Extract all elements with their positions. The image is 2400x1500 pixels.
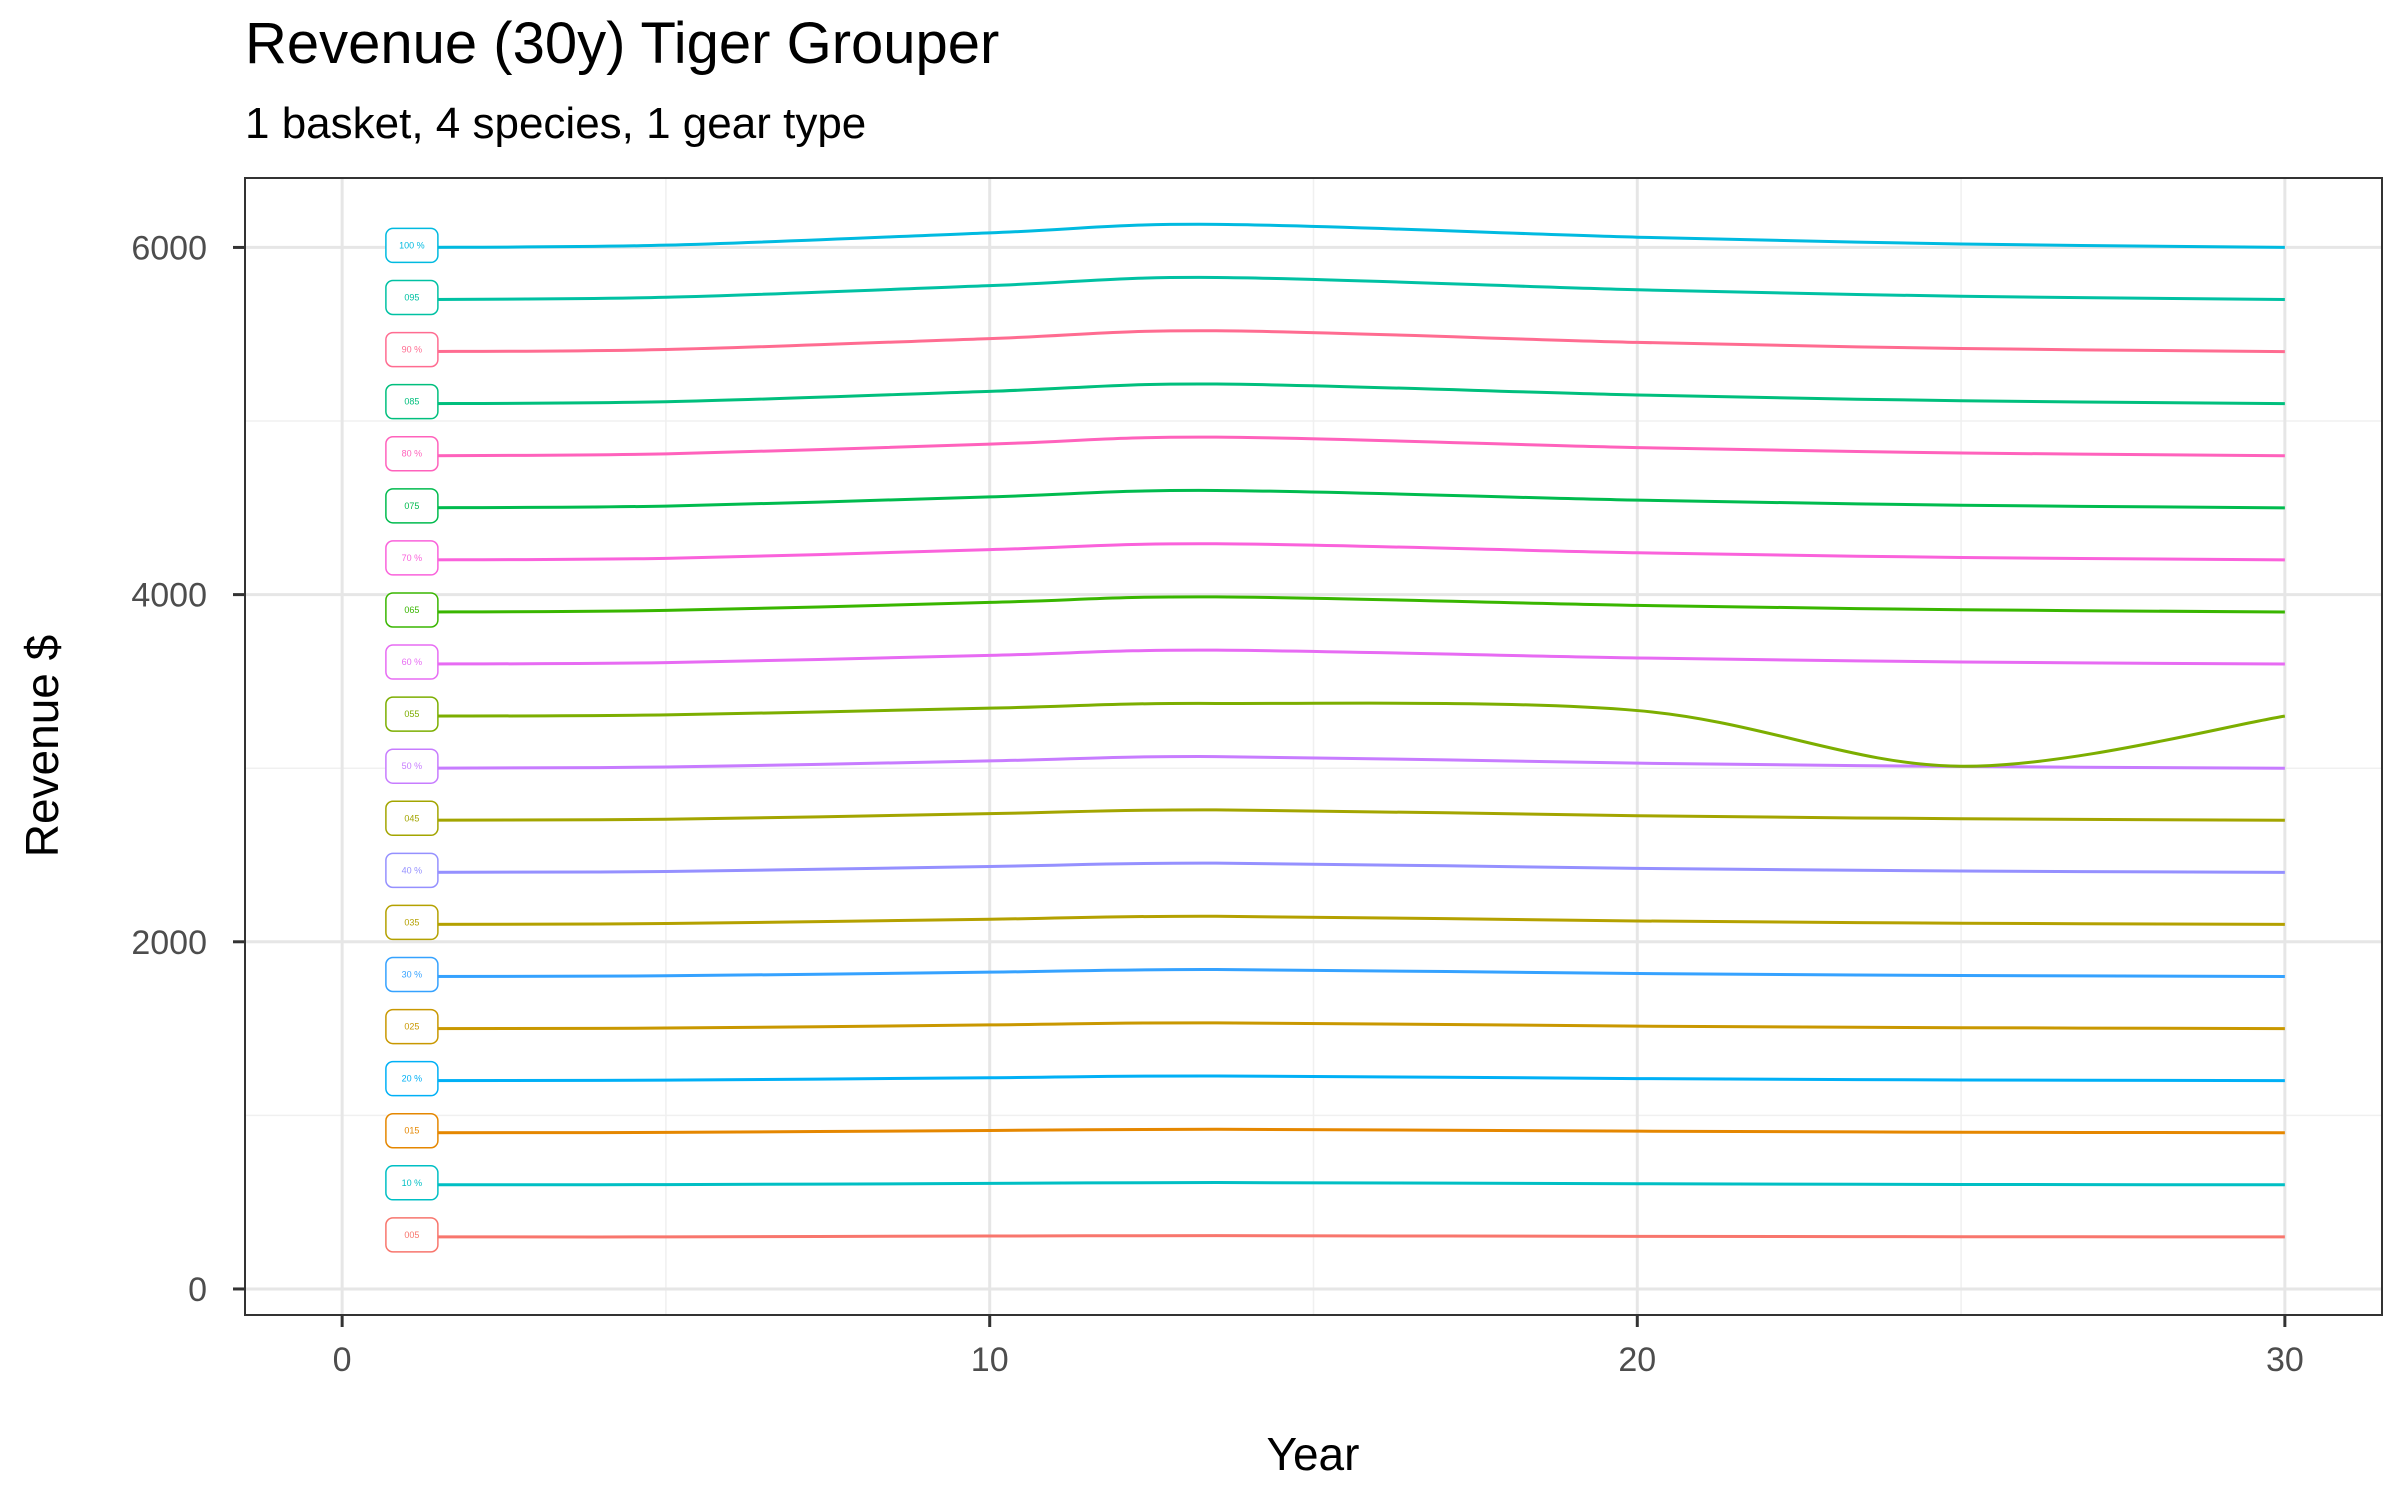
series-label-box (385, 383, 439, 420)
series-line (406, 1127, 2285, 1135)
series-lines (406, 222, 2286, 1239)
series-line (406, 808, 2285, 822)
series-label-box (385, 331, 439, 368)
y-tick-label: 0 (188, 1271, 207, 1309)
series-line (406, 329, 2285, 354)
series-line (406, 435, 2285, 458)
axes: 0 10 20 30 0 2000 4000 6000 (131, 229, 2303, 1379)
series-label: 035 (404, 917, 419, 927)
series-line (406, 1021, 2285, 1031)
series-label-box (385, 1165, 439, 1201)
x-tick-label: 0 (333, 1341, 352, 1379)
series-labels: 005 10 % 015 20 % 025 30 % 035 40 % 045 50 % 055 60… (385, 227, 439, 1253)
chart-title: Revenue (30y) Tiger Grouper (245, 11, 999, 76)
series-label: 50 % (402, 761, 423, 771)
series-line (406, 914, 2285, 926)
series-line (406, 755, 2285, 770)
x-axis-title: Year (1267, 1428, 1360, 1480)
series-label: 075 (404, 501, 419, 511)
series-line (406, 968, 2285, 979)
series-label: 005 (404, 1230, 419, 1240)
series-label: 10 % (402, 1178, 423, 1188)
series-label: 025 (404, 1022, 419, 1032)
series-label: 60 % (402, 657, 423, 667)
series-label: 015 (404, 1126, 419, 1136)
plot-panel-border (244, 177, 2383, 1316)
series-label: 045 (404, 813, 419, 823)
series-label: 085 (404, 397, 419, 407)
series-label-box (385, 540, 439, 576)
y-axis-title: Revenue $ (16, 635, 68, 858)
series-line (406, 542, 2285, 562)
series-label: 100 % (399, 240, 425, 250)
series-label-box (385, 435, 439, 472)
series-label-box (385, 592, 439, 628)
series-label: 055 (404, 709, 419, 719)
series-line (406, 1181, 2285, 1187)
x-tick-label: 20 (1618, 1341, 1656, 1379)
series-label-box (385, 748, 439, 784)
series-label-box (385, 852, 439, 889)
series-line (406, 382, 2285, 406)
series-line (406, 648, 2285, 666)
series-line (406, 222, 2285, 249)
series-line (406, 701, 2286, 768)
series-label: 90 % (402, 345, 423, 355)
series-label-box (385, 696, 439, 732)
x-tick-label: 30 (2266, 1341, 2304, 1379)
series-label: 065 (404, 605, 419, 615)
series-label: 80 % (402, 449, 423, 459)
series-label: 20 % (402, 1074, 423, 1084)
series-line (406, 1234, 2285, 1239)
series-label-box (385, 227, 439, 264)
series-label-box (385, 1008, 439, 1045)
series-label-box (385, 488, 439, 524)
chart-subtitle: 1 basket, 4 species, 1 gear type (245, 99, 866, 148)
series-label: 40 % (402, 865, 423, 875)
y-tick-label: 2000 (131, 924, 207, 962)
series-line (406, 488, 2285, 510)
series-label: 30 % (402, 970, 423, 980)
series-label: 095 (404, 293, 419, 303)
series-label-box (385, 279, 439, 316)
series-label: 70 % (402, 553, 423, 563)
x-tick-label: 10 (971, 1341, 1009, 1379)
series-label-box (385, 1112, 439, 1149)
series-line (406, 275, 2285, 302)
series-label-box (385, 1217, 439, 1253)
series-label-box (385, 956, 439, 993)
y-tick-label: 6000 (131, 229, 207, 267)
series-label-box (385, 800, 439, 837)
series-label-box (385, 1060, 439, 1097)
series-line (406, 1074, 2285, 1083)
series-line (406, 861, 2285, 874)
y-tick-label: 4000 (131, 577, 207, 615)
series-label-box (385, 644, 439, 680)
series-label-box (385, 904, 439, 941)
series-line (406, 595, 2285, 614)
